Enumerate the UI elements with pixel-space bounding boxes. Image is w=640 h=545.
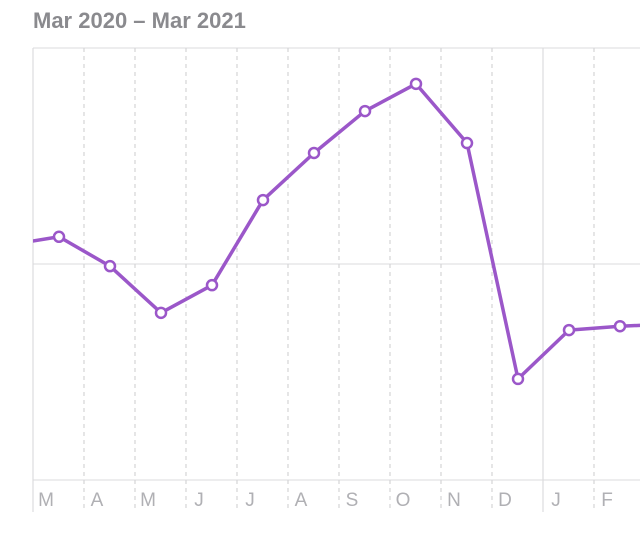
grid — [32, 47, 640, 512]
data-point — [307, 146, 321, 160]
data-point — [256, 193, 270, 207]
data-point — [205, 278, 219, 292]
x-tick-label: J — [245, 490, 255, 511]
x-tick-label: S — [346, 490, 359, 511]
x-tick-label: M — [38, 490, 54, 511]
x-tick-label: A — [91, 490, 104, 511]
data-point — [562, 323, 576, 337]
data-point — [154, 306, 168, 320]
data-point — [358, 104, 372, 118]
data-point — [103, 259, 117, 273]
x-tick-label: M — [140, 490, 156, 511]
x-tick-label: N — [447, 490, 461, 511]
x-axis: MAMJJASONDJFM — [38, 490, 613, 511]
data-point — [460, 136, 474, 150]
x-tick-label: J — [551, 490, 561, 511]
x-tick-label: A — [295, 490, 308, 511]
data-point — [409, 77, 423, 91]
x-tick-label: F — [601, 490, 613, 511]
x-tick-label: O — [396, 490, 411, 511]
chart-title: Mar 2020 – Mar 2021 — [33, 8, 246, 33]
data-point — [511, 372, 525, 386]
x-tick-label: D — [498, 490, 512, 511]
data-point — [52, 230, 66, 244]
x-tick-label: J — [194, 490, 204, 511]
data-point — [3, 240, 13, 250]
plot — [3, 77, 640, 386]
data-line — [33, 82, 640, 381]
data-point — [613, 319, 627, 333]
